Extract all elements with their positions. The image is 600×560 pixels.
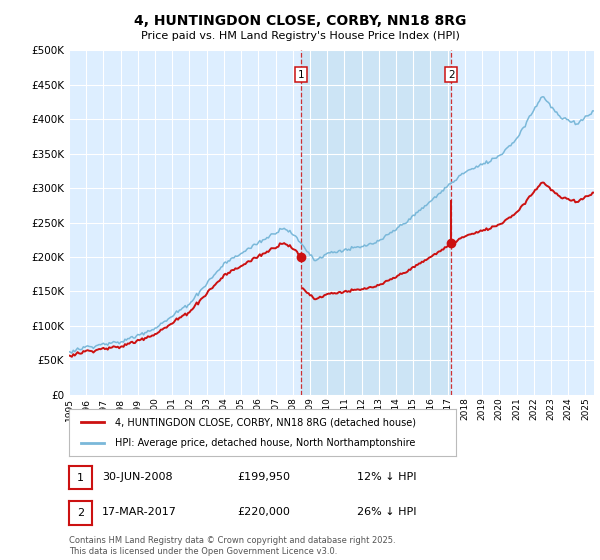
Bar xyxy=(301,50,451,395)
Text: £220,000: £220,000 xyxy=(237,507,290,517)
Text: Contains HM Land Registry data © Crown copyright and database right 2025.
This d: Contains HM Land Registry data © Crown c… xyxy=(69,536,395,556)
Text: 4, HUNTINGDON CLOSE, CORBY, NN18 8RG (detached house): 4, HUNTINGDON CLOSE, CORBY, NN18 8RG (de… xyxy=(115,417,416,427)
Text: 12% ↓ HPI: 12% ↓ HPI xyxy=(357,472,416,482)
Text: 2: 2 xyxy=(448,69,455,80)
Text: 1: 1 xyxy=(77,473,84,483)
Text: 1: 1 xyxy=(298,69,305,80)
Text: 30-JUN-2008: 30-JUN-2008 xyxy=(102,472,173,482)
Text: HPI: Average price, detached house, North Northamptonshire: HPI: Average price, detached house, Nort… xyxy=(115,438,416,448)
Text: Price paid vs. HM Land Registry's House Price Index (HPI): Price paid vs. HM Land Registry's House … xyxy=(140,31,460,41)
Text: £199,950: £199,950 xyxy=(237,472,290,482)
Text: 26% ↓ HPI: 26% ↓ HPI xyxy=(357,507,416,517)
Text: 17-MAR-2017: 17-MAR-2017 xyxy=(102,507,177,517)
Text: 2: 2 xyxy=(77,508,84,518)
Text: 4, HUNTINGDON CLOSE, CORBY, NN18 8RG: 4, HUNTINGDON CLOSE, CORBY, NN18 8RG xyxy=(134,14,466,28)
